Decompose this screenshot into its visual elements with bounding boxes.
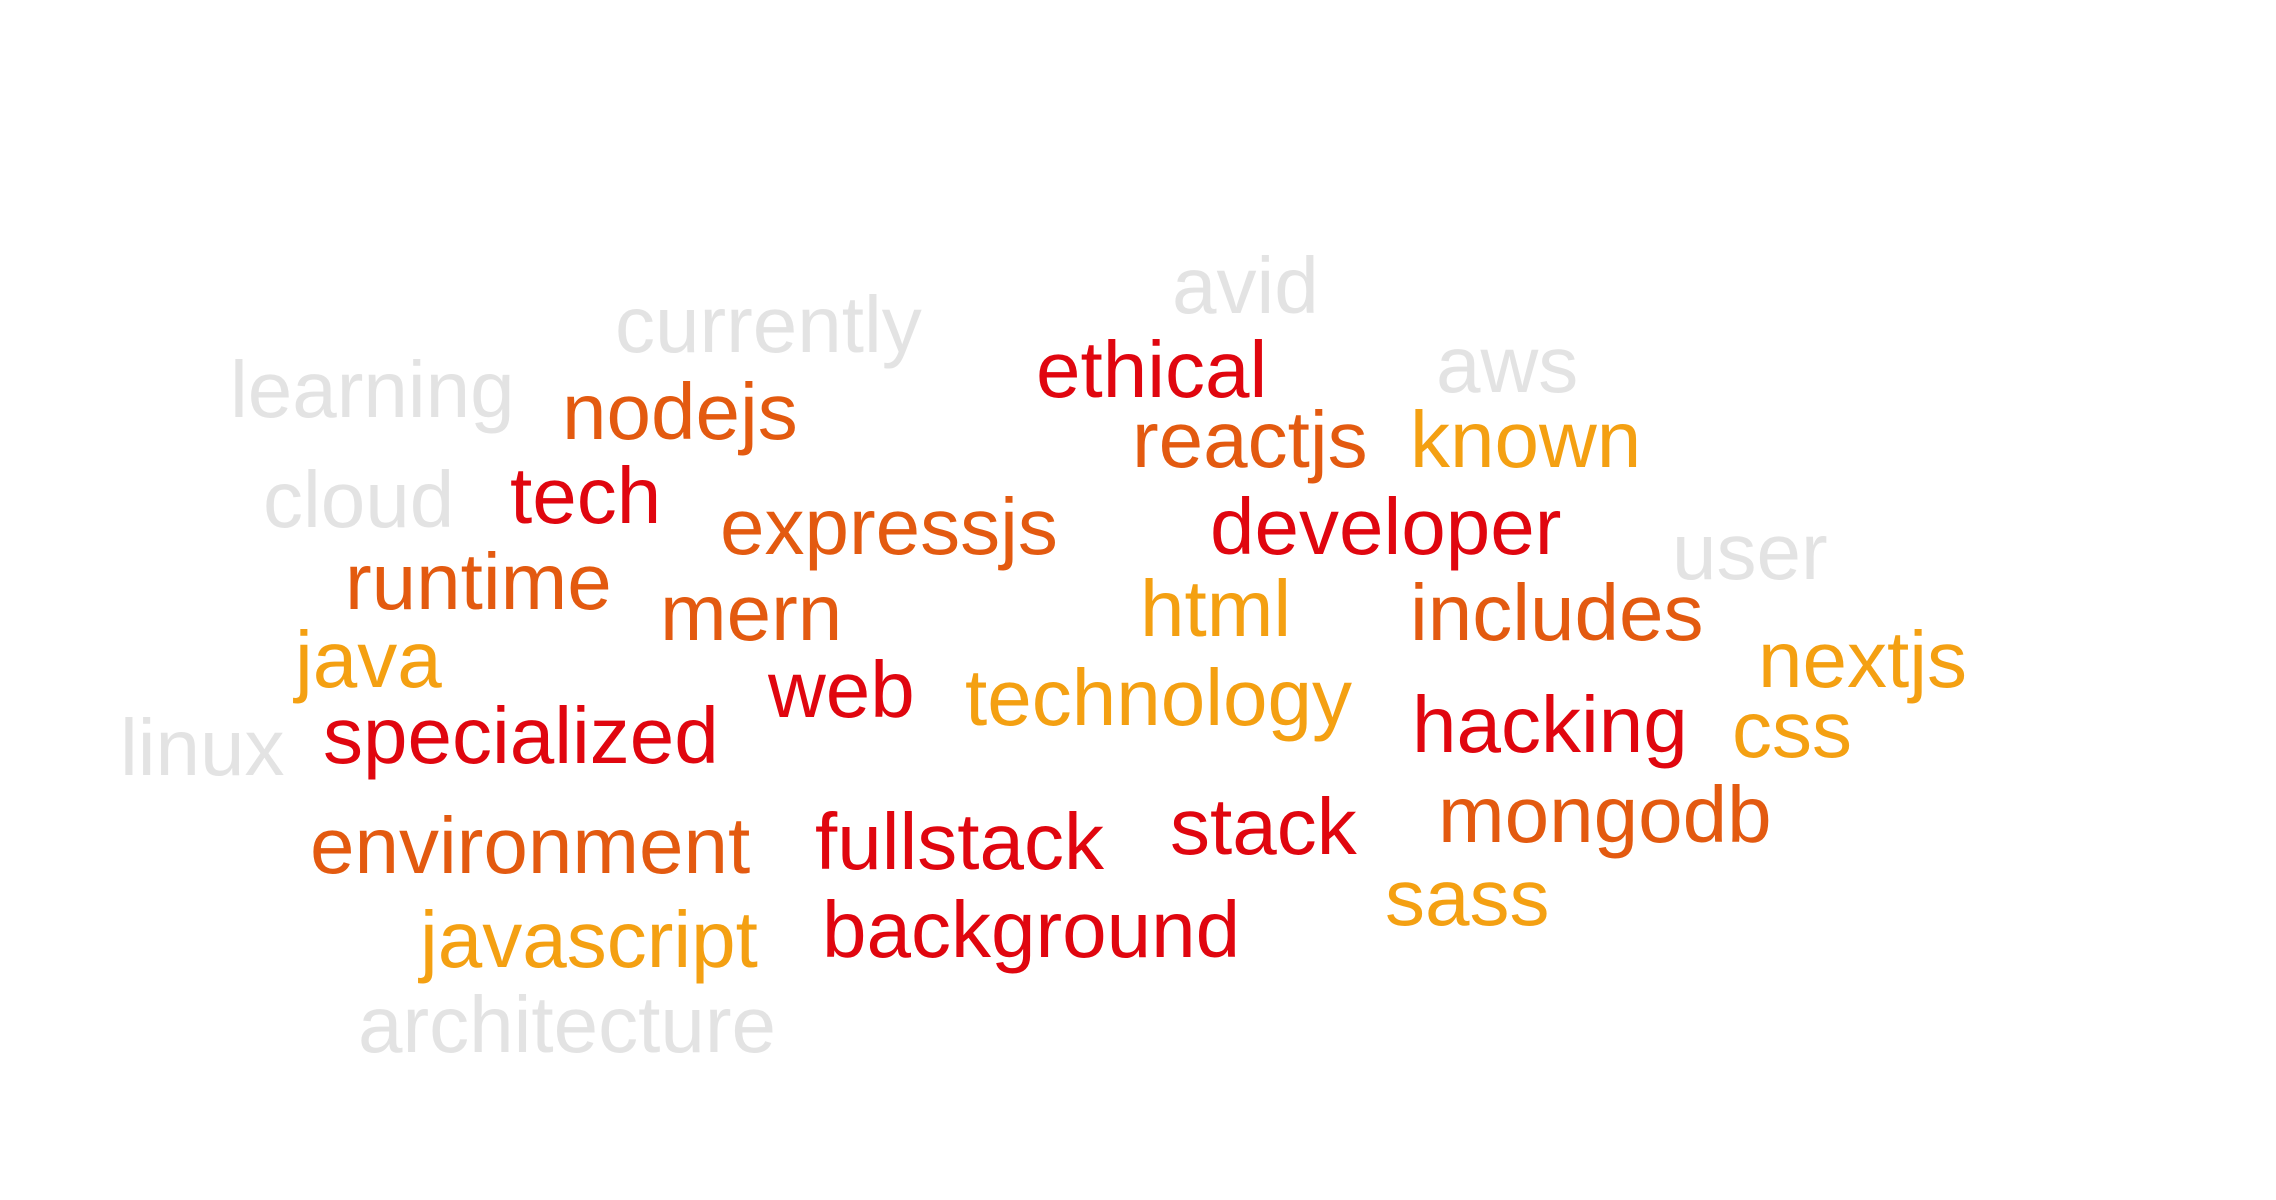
word-currently: currently [615,280,922,369]
word-linux: linux [120,703,285,792]
word-css: css [1732,685,1852,774]
word-known: known [1410,395,1642,484]
word-includes: includes [1410,568,1704,657]
word-tech: tech [510,451,662,540]
word-sass: sass [1385,853,1550,942]
word-expressjs: expressjs [720,482,1058,571]
word-architecture: architecture [358,980,776,1069]
word-mern: mern [660,568,843,657]
word-aws: aws [1436,320,1579,409]
word-reactjs: reactjs [1132,395,1368,484]
word-avid: avid [1172,241,1319,330]
word-nextjs: nextjs [1758,615,1967,704]
word-java: java [295,615,442,704]
word-nodejs: nodejs [562,367,798,456]
word-specialized: specialized [323,691,719,780]
word-web: web [768,645,915,734]
word-runtime: runtime [345,537,612,626]
word-user: user [1672,507,1828,596]
word-javascript: javascript [420,895,758,984]
word-ethical: ethical [1036,325,1268,414]
word-hacking: hacking [1412,680,1688,769]
word-fullstack: fullstack [815,797,1104,886]
word-html: html [1140,564,1292,653]
word-background: background [822,885,1241,974]
word-mongodb: mongodb [1438,770,1772,859]
word-cloud-label: cloud [263,455,455,544]
word-developer: developer [1210,482,1562,571]
word-technology: technology [965,653,1352,742]
word-learning: learning [230,345,515,434]
word-stack: stack [1170,782,1357,871]
word-environment: environment [310,801,751,890]
